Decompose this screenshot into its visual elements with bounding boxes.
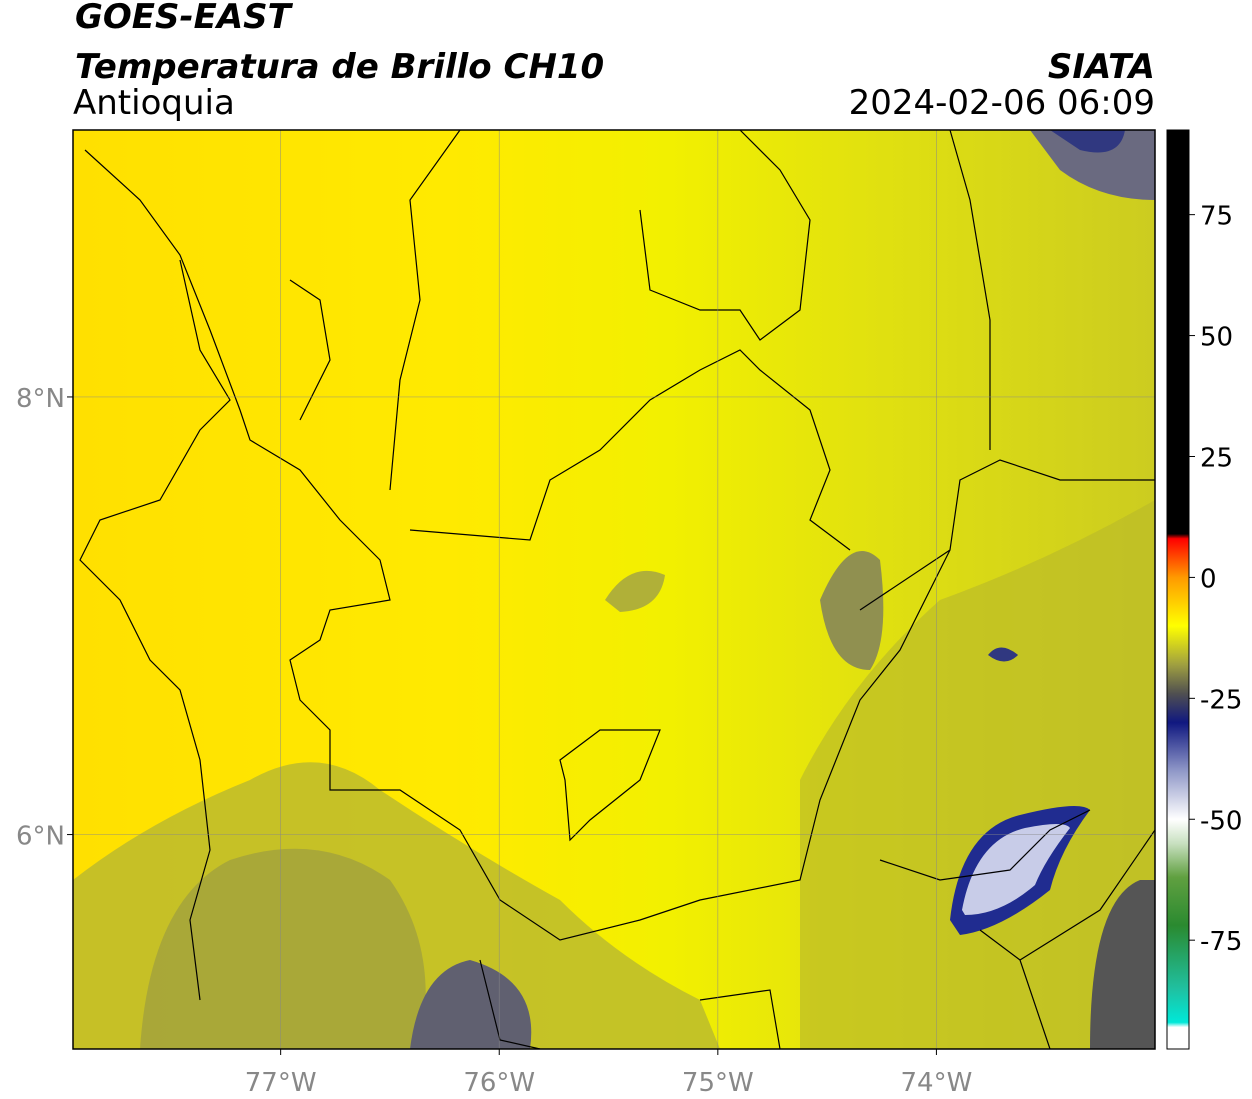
y-tick-label: 8°N bbox=[16, 384, 65, 414]
y-tick-label: 6°N bbox=[16, 822, 65, 852]
x-tick-label: 76°W bbox=[463, 1068, 535, 1098]
source: SIATA bbox=[1048, 47, 1155, 87]
colorbar-tick-label: 50 bbox=[1200, 323, 1233, 353]
colorbar bbox=[1166, 129, 1190, 1050]
subtitle: Temperatura de Brillo CH10 bbox=[75, 47, 604, 87]
colorbar-tick-label: -25 bbox=[1200, 685, 1242, 715]
cold-cloud bbox=[1030, 130, 1155, 200]
map-frame bbox=[72, 129, 1156, 1050]
colorbar-tick-label: 25 bbox=[1200, 443, 1233, 473]
borders bbox=[79, 130, 1155, 1049]
datetime: 2024-02-06 06:09 bbox=[849, 83, 1155, 123]
colorbar-tick-label: 75 bbox=[1200, 202, 1233, 232]
region: Antioquia bbox=[73, 83, 235, 123]
cold-cloud bbox=[800, 500, 1155, 1049]
cold-cloud bbox=[1090, 880, 1155, 1049]
colorbar-tick-label: -50 bbox=[1200, 806, 1242, 836]
cold-cloud bbox=[1050, 130, 1125, 153]
colorbar-tick-label: -75 bbox=[1200, 927, 1242, 957]
cold-cloud bbox=[988, 647, 1018, 662]
x-tick-label: 75°W bbox=[682, 1068, 754, 1098]
title: GOES-EAST bbox=[75, 0, 294, 37]
cold-cloud bbox=[820, 551, 884, 670]
x-tick-label: 74°W bbox=[901, 1068, 973, 1098]
colorbar-tick-label: 0 bbox=[1200, 564, 1217, 594]
map bbox=[73, 130, 1155, 1049]
cold-cloud bbox=[605, 570, 665, 612]
cold-cloud bbox=[140, 848, 426, 1049]
cold-cloud bbox=[410, 960, 532, 1049]
x-tick-label: 77°W bbox=[245, 1068, 317, 1098]
cold-cloud bbox=[962, 824, 1070, 915]
